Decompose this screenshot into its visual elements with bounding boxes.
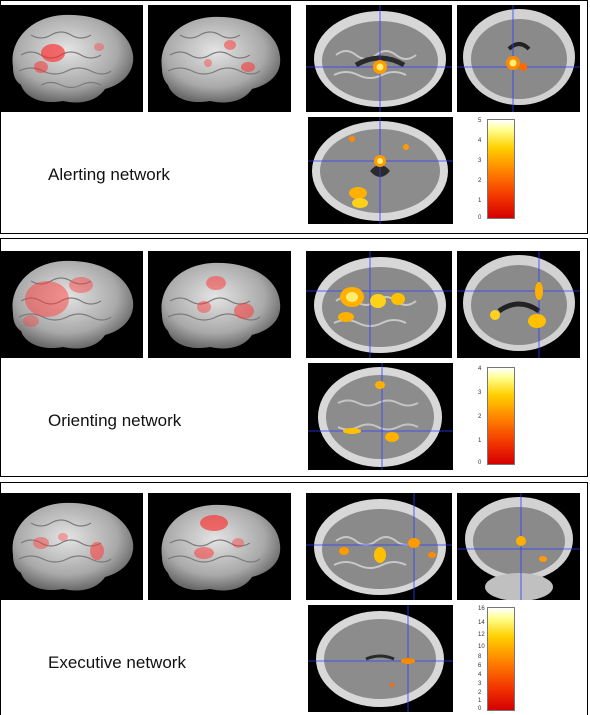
scale-tick: 10 bbox=[478, 644, 485, 650]
scale-tick: 2 bbox=[478, 414, 482, 420]
scale-tick: 3 bbox=[478, 158, 482, 164]
brain-surface-left-render bbox=[1, 493, 143, 600]
scale-tick: 4 bbox=[478, 672, 482, 678]
scale-tick: 4 bbox=[478, 138, 482, 144]
alerting-panel: Alerting network 5 4 3 2 1 0 bbox=[0, 0, 588, 234]
scale-tick: 5 bbox=[478, 118, 482, 124]
brain-surface-right-render bbox=[148, 5, 291, 112]
sagittal-mri-slice bbox=[306, 493, 452, 600]
scale-tick: 1 bbox=[478, 698, 482, 704]
executive-panel: Executive network 16 14 12 10 8 6 4 3 2 … bbox=[0, 482, 588, 715]
axial-mri-slice bbox=[308, 363, 453, 470]
scale-tick: 1 bbox=[478, 198, 482, 204]
axial-mri-slice bbox=[308, 605, 453, 712]
orienting-panel: Orienting network 4 3 2 1 0 bbox=[0, 238, 588, 477]
color-scale-bar: 5 4 3 2 1 0 bbox=[478, 118, 515, 221]
coronal-mri-slice bbox=[457, 493, 580, 600]
scale-tick: 2 bbox=[478, 690, 482, 696]
scale-tick: 16 bbox=[478, 606, 485, 612]
sagittal-mri-slice bbox=[306, 251, 452, 358]
scale-tick: 14 bbox=[478, 620, 485, 626]
scale-tick: 0 bbox=[478, 460, 482, 466]
brain-surface-right-render bbox=[148, 251, 291, 358]
scale-tick: 4 bbox=[478, 366, 482, 372]
brain-surface-left-render bbox=[1, 251, 143, 358]
scale-tick: 12 bbox=[478, 632, 485, 638]
scale-tick: 6 bbox=[478, 663, 482, 669]
axial-mri-slice bbox=[308, 117, 453, 224]
coronal-mri-slice bbox=[457, 5, 580, 112]
scale-tick: 0 bbox=[478, 215, 482, 221]
network-label: Alerting network bbox=[48, 165, 170, 184]
network-label: Executive network bbox=[48, 653, 186, 672]
coronal-mri-slice bbox=[457, 251, 580, 358]
scale-tick: 1 bbox=[478, 438, 482, 444]
scale-tick: 3 bbox=[478, 681, 482, 687]
network-label: Orienting network bbox=[48, 411, 182, 430]
scale-tick: 2 bbox=[478, 178, 482, 184]
sagittal-mri-slice bbox=[306, 5, 452, 112]
scale-tick: 3 bbox=[478, 390, 482, 396]
scale-tick: 8 bbox=[478, 654, 482, 660]
brain-surface-left-render bbox=[1, 5, 143, 112]
color-scale-bar: 4 3 2 1 0 bbox=[478, 366, 515, 466]
brain-surface-right-render bbox=[148, 493, 291, 600]
color-scale-bar: 16 14 12 10 8 6 4 3 2 1 0 bbox=[478, 606, 515, 712]
scale-tick: 0 bbox=[478, 706, 482, 712]
